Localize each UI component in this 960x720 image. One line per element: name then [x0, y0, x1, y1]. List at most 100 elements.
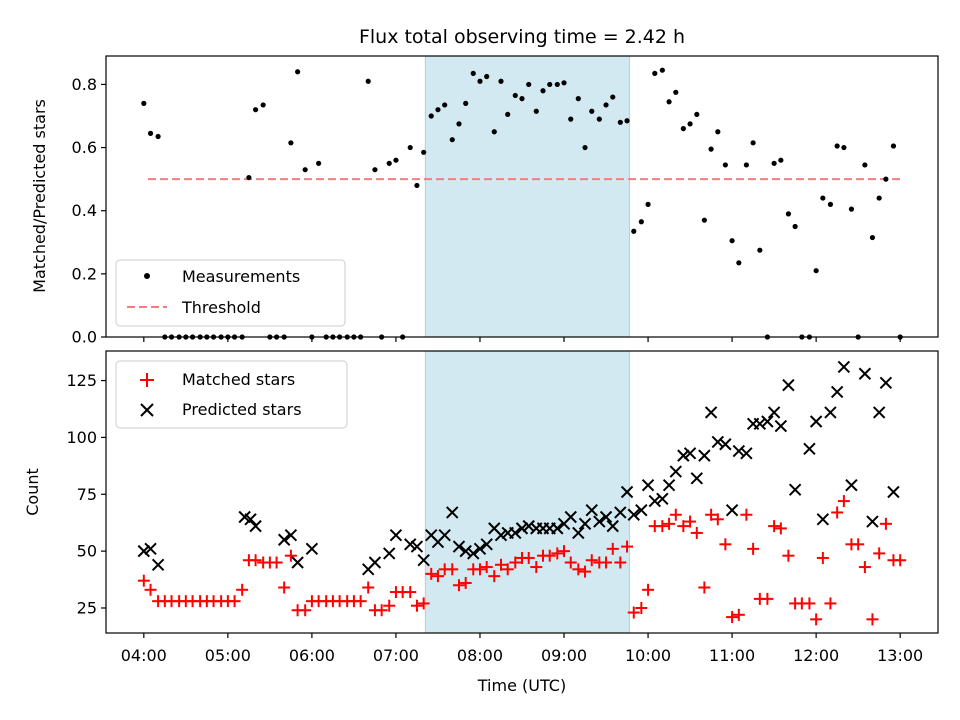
- measurement-point: [246, 174, 252, 181]
- matched-star-point: [600, 556, 613, 569]
- y-tick-label: 75: [77, 485, 97, 504]
- predicted-star-point: [599, 510, 613, 524]
- matched-star-point: [278, 581, 291, 594]
- measurement-point: [603, 102, 609, 108]
- top-axes-frame: [105, 55, 939, 338]
- legend-predicted-label: Predicted stars: [182, 400, 302, 419]
- predicted-star-point: [648, 494, 661, 508]
- matched-star-point: [488, 570, 501, 583]
- matched-star-point: [425, 567, 438, 580]
- predicted-star-point: [137, 544, 151, 558]
- matched-star-point: [362, 581, 375, 594]
- predicted-star-point: [564, 510, 577, 524]
- matched-star-point: [768, 520, 781, 533]
- predicted-star-point: [383, 547, 396, 560]
- measurement-point: [743, 162, 749, 168]
- measurement-point: [568, 116, 574, 122]
- predicted-star-point: [438, 529, 451, 542]
- measurement-point: [750, 140, 756, 146]
- measurement-point: [372, 167, 378, 173]
- y-tick-label: 25: [77, 598, 97, 617]
- predicted-star-point: [635, 503, 648, 517]
- matched-star-point: [858, 561, 871, 574]
- measurement-point: [701, 217, 707, 223]
- legend-measurements-marker: [144, 273, 150, 279]
- measurement-point: [645, 201, 651, 207]
- predicted-star-point: [788, 483, 802, 496]
- measurement-point: [841, 144, 847, 151]
- measurement-point: [624, 118, 630, 124]
- measurement-point: [484, 73, 490, 80]
- matched-star-point: [803, 597, 816, 610]
- predicted-star-point: [753, 417, 767, 430]
- x-tick-label: 12:00: [793, 646, 839, 665]
- predicted-star-point: [473, 542, 487, 556]
- matched-star-point: [711, 513, 724, 526]
- measurement-point: [617, 119, 623, 125]
- legend-matched-marker: [140, 373, 154, 387]
- measurement-point: [638, 219, 644, 225]
- measurement-point: [582, 144, 588, 151]
- measurement-point: [428, 113, 434, 119]
- predicted-star-point: [725, 503, 739, 517]
- matched-star-point: [572, 563, 585, 576]
- bottom-legend-box: [115, 360, 348, 429]
- measurement-point: [848, 206, 855, 212]
- measurement-point: [680, 126, 686, 132]
- matched-star-point: [284, 549, 297, 562]
- predicted-star-point: [683, 447, 697, 460]
- predicted-star-point: [774, 419, 788, 433]
- bottom-shaded-region: [424, 350, 631, 634]
- measurement-point: [708, 146, 714, 152]
- measurement-point: [834, 143, 840, 149]
- predicted-star-point: [858, 367, 872, 380]
- predicted-star-point: [690, 472, 704, 485]
- matched-star-point: [831, 506, 844, 519]
- matched-star-point: [585, 554, 598, 567]
- measurement-point: [316, 160, 322, 166]
- measurement-point: [575, 96, 581, 102]
- matched-star-point: [137, 574, 150, 587]
- bottom-axes-frame: [105, 350, 939, 634]
- predicted-star-point: [641, 478, 655, 492]
- predicted-star-point: [389, 529, 403, 542]
- predicted-star-point: [740, 447, 753, 460]
- matched-star-point: [501, 563, 514, 576]
- measurement-point: [827, 201, 834, 207]
- matched-star-point: [459, 576, 472, 589]
- measurement-point: [820, 195, 826, 201]
- matched-star-point: [747, 542, 760, 555]
- matched-star-point: [656, 520, 669, 533]
- predicted-star-point: [151, 558, 165, 571]
- legend-predicted-marker: [140, 403, 154, 417]
- predicted-star-point: [816, 513, 830, 526]
- matched-star-point: [824, 597, 837, 610]
- x-tick-label: 10:00: [625, 646, 671, 665]
- predicted-star-point: [494, 529, 508, 542]
- predicted-star-point: [404, 538, 417, 551]
- measurement-point: [792, 223, 798, 230]
- matched-star-point: [579, 565, 592, 578]
- matched-star-point: [816, 551, 829, 564]
- measurement-point: [449, 137, 455, 143]
- measurement-point: [652, 70, 658, 76]
- measurement-point: [771, 160, 777, 166]
- measurement-point: [596, 116, 602, 122]
- predicted-star-point: [417, 554, 430, 567]
- predicted-star-point: [593, 515, 606, 528]
- predicted-star-point: [606, 519, 619, 533]
- predicted-star-point: [824, 406, 837, 419]
- matched-star-point: [879, 517, 892, 530]
- predicted-star-point: [872, 406, 886, 419]
- predicted-star-point: [467, 547, 480, 560]
- matched-star-point: [410, 599, 423, 612]
- predicted-star-point: [803, 442, 816, 455]
- predicted-star-point: [244, 513, 257, 526]
- matched-star-point: [530, 561, 543, 574]
- matched-star-point: [866, 613, 879, 626]
- matched-star-point: [810, 613, 823, 626]
- measurement-point: [147, 130, 154, 136]
- matched-star-point: [663, 517, 676, 530]
- measurement-point: [421, 149, 427, 155]
